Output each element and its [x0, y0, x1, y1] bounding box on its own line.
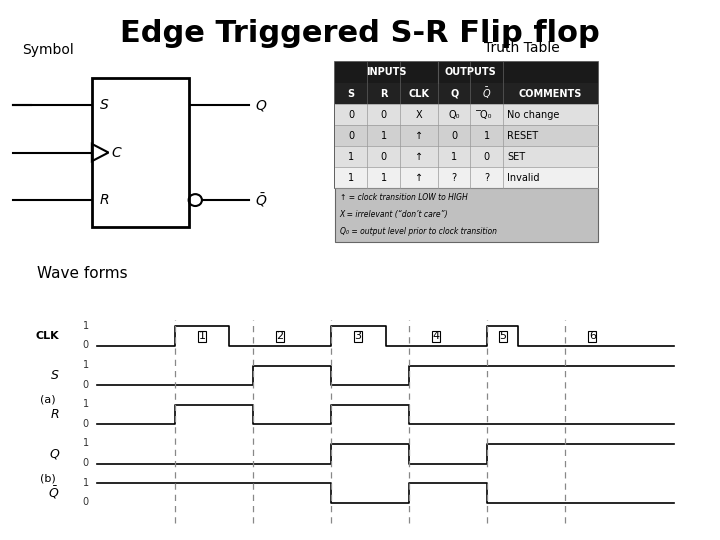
Text: 0: 0: [381, 152, 387, 162]
Text: Q₀: Q₀: [449, 110, 460, 120]
Text: 0: 0: [83, 340, 89, 350]
Text: 5: 5: [499, 331, 506, 341]
Bar: [335, 104, 598, 125]
Text: ↑: ↑: [415, 173, 423, 183]
Text: Invalid: Invalid: [508, 173, 540, 183]
Text: 0: 0: [83, 458, 89, 468]
Text: 6: 6: [589, 331, 596, 341]
Text: S: S: [51, 369, 59, 382]
Text: Truth Table: Truth Table: [484, 40, 560, 55]
Text: 0: 0: [381, 110, 387, 120]
Text: 0: 0: [83, 380, 89, 389]
Text: OUTPUTS: OUTPUTS: [445, 66, 496, 77]
Text: ↑: ↑: [415, 152, 423, 162]
Text: Wave forms: Wave forms: [37, 266, 128, 281]
Bar: [335, 125, 598, 146]
Text: 1: 1: [199, 331, 205, 341]
Text: ?: ?: [451, 173, 456, 183]
Text: R: R: [99, 193, 109, 207]
Text: ↑: ↑: [415, 131, 423, 141]
Text: S: S: [348, 89, 355, 99]
Text: Q: Q: [450, 89, 459, 99]
Text: X: X: [415, 110, 423, 120]
Text: Edge Triggered S-R Flip flop: Edge Triggered S-R Flip flop: [120, 19, 600, 48]
Text: ↑ = clock transition LOW to HIGH: ↑ = clock transition LOW to HIGH: [340, 193, 467, 202]
Text: 1: 1: [83, 478, 89, 488]
Text: 0: 0: [83, 497, 89, 508]
Bar: [335, 62, 598, 83]
Bar: [335, 62, 598, 188]
Text: Q₀ = output level prior to clock transition: Q₀ = output level prior to clock transit…: [340, 227, 497, 236]
Text: Q: Q: [255, 98, 266, 112]
Text: 0: 0: [348, 131, 354, 141]
Text: CLK: CLK: [35, 331, 59, 341]
Text: C: C: [112, 146, 121, 159]
Text: (b): (b): [40, 474, 56, 483]
Text: 1: 1: [348, 173, 354, 183]
Text: COMMENTS: COMMENTS: [519, 89, 582, 99]
Bar: [335, 146, 598, 167]
Text: R: R: [50, 408, 59, 421]
Text: INPUTS: INPUTS: [366, 66, 407, 77]
Text: ?: ?: [484, 173, 490, 183]
Text: 1: 1: [451, 152, 457, 162]
Text: SET: SET: [508, 152, 526, 162]
Text: $\bar{Q}$: $\bar{Q}$: [255, 191, 268, 209]
Text: 1: 1: [348, 152, 354, 162]
Text: CLK: CLK: [408, 89, 429, 99]
Text: 0: 0: [348, 110, 354, 120]
Text: Q: Q: [49, 448, 59, 461]
Text: 0: 0: [451, 131, 457, 141]
Text: 1: 1: [484, 131, 490, 141]
Text: No change: No change: [508, 110, 560, 120]
Text: 1: 1: [381, 131, 387, 141]
Text: S: S: [99, 98, 108, 112]
Text: X = irrelevant (“don’t care”): X = irrelevant (“don’t care”): [340, 210, 449, 219]
Text: $\bar{Q}$: $\bar{Q}$: [48, 485, 59, 502]
Text: 1: 1: [83, 399, 89, 409]
Text: 1: 1: [83, 321, 89, 330]
Text: R: R: [380, 89, 387, 99]
Bar: [92, 78, 189, 227]
Bar: [335, 83, 598, 104]
Text: 1: 1: [83, 438, 89, 448]
Bar: [335, 167, 598, 188]
Text: RESET: RESET: [508, 131, 539, 141]
Bar: [335, 188, 598, 242]
Text: 1: 1: [83, 360, 89, 370]
Text: 2: 2: [276, 331, 284, 341]
Text: 0: 0: [484, 152, 490, 162]
Text: (a): (a): [40, 395, 56, 405]
Text: $\bar{Q}$: $\bar{Q}$: [482, 86, 491, 101]
Text: Symbol: Symbol: [22, 43, 74, 57]
Text: 0: 0: [83, 419, 89, 429]
Text: 1: 1: [381, 173, 387, 183]
Text: ̅Q₀: ̅Q₀: [481, 110, 492, 120]
Text: 3: 3: [355, 331, 361, 341]
Text: 4: 4: [433, 331, 440, 341]
